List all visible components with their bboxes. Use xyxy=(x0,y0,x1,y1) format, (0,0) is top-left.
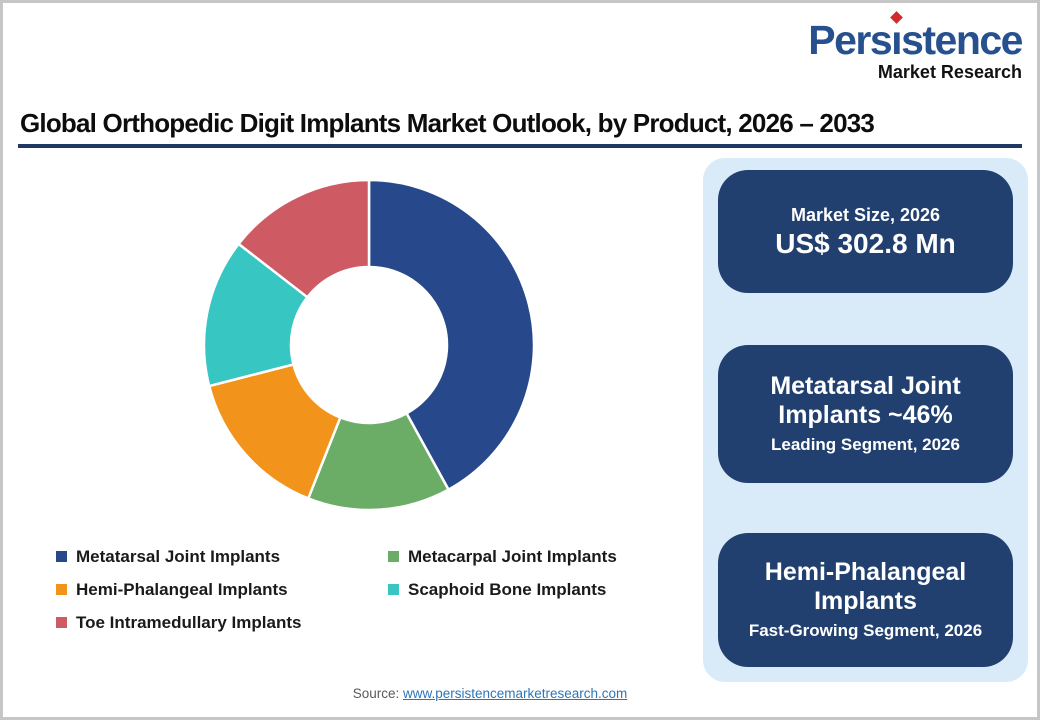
brand-name: Persı stence xyxy=(808,11,1023,63)
highlights-panel: Market Size, 2026 US$ 302.8 Mn Metatarsa… xyxy=(703,158,1028,682)
brand-name-post: stence xyxy=(901,17,1023,63)
brand-logo: Persı stence Market Research xyxy=(808,11,1023,83)
source-line: Source: www.persistencemarketresearch.co… xyxy=(0,686,980,701)
legend-label: Metacarpal Joint Implants xyxy=(408,546,617,566)
donut-segment-2 xyxy=(207,363,342,500)
title-underline xyxy=(18,144,1022,148)
legend-swatch-icon xyxy=(388,584,399,595)
fast-growing-segment-card: Hemi-Phalangeal Implants Fast-Growing Se… xyxy=(718,533,1013,667)
fast-growing-segment-value: Hemi-Phalangeal Implants xyxy=(764,557,967,616)
market-size-card: Market Size, 2026 US$ 302.8 Mn xyxy=(718,170,1013,293)
legend-label: Metatarsal Joint Implants xyxy=(76,546,281,566)
market-size-value: US$ 302.8 Mn xyxy=(775,228,956,260)
legend-label: Toe Intramedullary Implants xyxy=(76,612,302,632)
legend-swatch-icon xyxy=(56,551,67,562)
chart-legend: Metatarsal Joint Implants Hemi-Phalangea… xyxy=(56,540,688,639)
legend-swatch-icon xyxy=(56,617,67,628)
legend-item-metatarsal: Metatarsal Joint Implants xyxy=(56,540,388,573)
donut-chart-svg xyxy=(202,178,536,512)
source-link[interactable]: www.persistencemarketresearch.com xyxy=(402,686,628,701)
brand-letter-i-stem: ı xyxy=(891,17,902,63)
donut-segment-3 xyxy=(202,242,309,388)
source-label: Source: xyxy=(352,686,403,701)
legend-item-hemi-phalangeal: Hemi-Phalangeal Implants xyxy=(56,573,388,606)
fast-growing-segment-label: Fast-Growing Segment, 2026 xyxy=(748,620,983,640)
donut-segment-4 xyxy=(237,178,371,299)
legend-swatch-icon xyxy=(388,551,399,562)
brand-tagline: Market Research xyxy=(877,62,1022,82)
donut-segment-0 xyxy=(367,178,536,491)
legend-swatch-icon xyxy=(56,584,67,595)
donut-chart xyxy=(201,177,537,513)
market-size-label: Market Size, 2026 xyxy=(790,204,941,225)
legend-item-toe-intramedullary: Toe Intramedullary Implants xyxy=(56,606,388,639)
leading-segment-card: Metatarsal Joint Implants ~46% Leading S… xyxy=(718,345,1013,483)
legend-item-scaphoid: Scaphoid Bone Implants xyxy=(388,573,688,606)
page-title: Global Orthopedic Digit Implants Market … xyxy=(20,108,875,138)
leading-segment-label: Leading Segment, 2026 xyxy=(771,434,960,454)
legend-label: Scaphoid Bone Implants xyxy=(408,579,607,599)
brand-name-pre: Pers xyxy=(808,17,892,63)
brand-letter-i: ı xyxy=(890,11,904,63)
legend-label: Hemi-Phalangeal Implants xyxy=(76,579,288,599)
leading-segment-value: Metatarsal Joint Implants ~46% xyxy=(770,371,961,430)
legend-item-metacarpal: Metacarpal Joint Implants xyxy=(388,540,688,573)
